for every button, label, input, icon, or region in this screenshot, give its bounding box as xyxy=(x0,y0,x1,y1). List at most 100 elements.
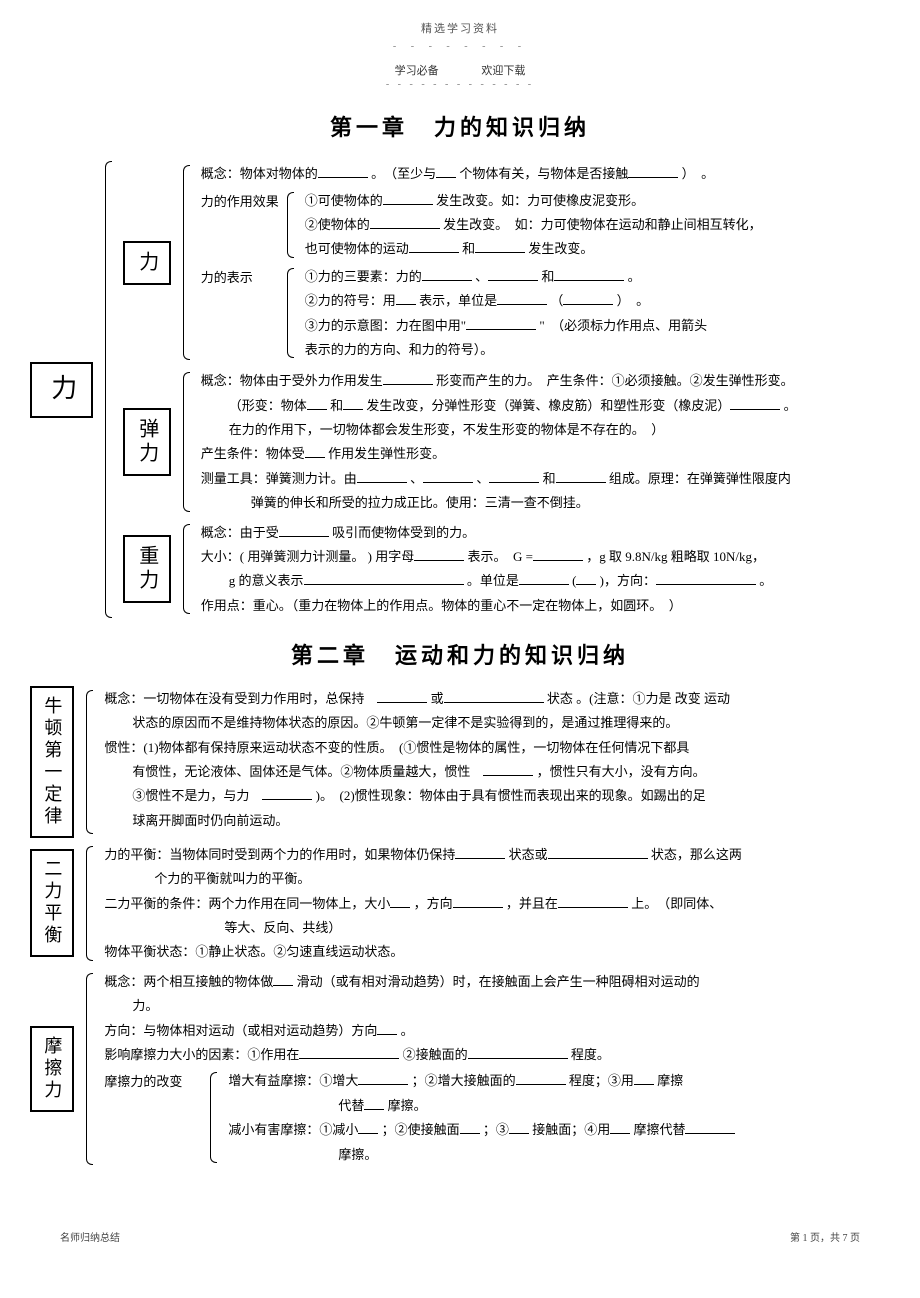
text: 摩擦。 xyxy=(388,1098,427,1113)
text: 和 xyxy=(541,269,554,284)
text: 滑动（或有相对滑动趋势）时，在接触面上会产生一种阻碍相对运动的 xyxy=(297,974,700,989)
text: 和 xyxy=(330,398,343,413)
effect-l3: 也可使物体的运动 和 发生改变。 xyxy=(305,237,890,260)
brace xyxy=(206,1068,220,1167)
text: 发生改变。如：力可使橡皮泥变形。 xyxy=(436,193,644,208)
text: 表示。 G = xyxy=(467,549,532,564)
text: 程度；③用 xyxy=(569,1073,634,1088)
brace xyxy=(283,264,297,363)
text: ；②使接触面 xyxy=(382,1122,460,1137)
brace xyxy=(179,368,193,515)
friction-inc1: 增大有益摩擦：①增大 ；②增大接触面的 程度；③用 摩擦 xyxy=(228,1069,890,1092)
brace xyxy=(82,969,96,1169)
brace xyxy=(179,161,193,364)
repr-l2: ②力的符号：用 表示，单位是 （ ） 。 xyxy=(305,289,890,312)
text: 个物体有关，与物体是否接触 xyxy=(459,166,628,181)
balance-l3: 二力平衡的条件：两个力作用在同一物体上，大小 ，方向 ，并且在 上。 （即同体、 xyxy=(104,892,890,915)
text: ；②增大接触面的 xyxy=(412,1073,516,1088)
text: 影响摩擦力大小的因素：①作用在 xyxy=(104,1047,299,1062)
text: 发生改变，分弹性形变（弹簧、橡皮筋）和塑性形变（橡皮泥） xyxy=(366,398,730,413)
gravity-l4: 作用点：重心。（重力在物体上的作用点。物体的重心不一定在物体上，如圆环。 ） xyxy=(201,594,890,617)
brace xyxy=(283,188,297,262)
text: 表示，单位是 xyxy=(419,293,497,308)
text: ，方向 xyxy=(414,896,453,911)
text: ③惯性不是力，与力 xyxy=(132,788,262,803)
chapter1-title: 第一章 力的知识归纳 xyxy=(30,108,890,148)
brace xyxy=(82,842,96,965)
newton-l1: 概念：一切物体在没有受到力作用时，总保持 或 状态 。(注意：①力是 改变 运动 xyxy=(104,687,890,710)
elastic-l1: 概念：物体由于受外力作用发生 形变而产生的力。 产生条件：①必须接触。②发生弹性… xyxy=(201,369,890,392)
text: 和 xyxy=(462,241,475,256)
text: 也可使物体的运动 xyxy=(305,241,409,256)
repr-l4: 表示的力的方向、和力的符号）。 xyxy=(305,338,890,361)
text: 状态 。(注意：①力是 改变 运动 xyxy=(547,691,730,706)
text: )。 (2)惯性现象：物体由于具有惯性而表现出来的现象。如踢出的足 xyxy=(316,788,706,803)
gravity-l2: 大小：( 用弹簧测力计测量。 ) 用字母 表示。 G = ，g 取 9.8N/k… xyxy=(201,545,890,568)
text: 上。 （即同体、 xyxy=(631,896,722,911)
text: 方向：与物体相对运动（或相对运动趋势）方向 xyxy=(104,1023,377,1038)
footer-right: 第 1 页，共 7 页 xyxy=(790,1230,860,1248)
friction-dec1: 减小有害摩擦：①减小 ；②使接触面 ；③ 接触面；④用 摩擦代替 xyxy=(228,1118,890,1141)
dash-underline: - - - - - - - - - - - - - xyxy=(30,76,890,94)
text: 程度。 xyxy=(571,1047,610,1062)
elastic-l2: （形变：物体 和 发生改变，分弹性形变（弹簧、橡皮筋）和塑性形变（橡皮泥） 。 xyxy=(201,394,890,417)
text: 。 xyxy=(759,573,772,588)
text: " （必须标力作用点、用箭头 xyxy=(539,318,707,333)
text: 状态或 xyxy=(509,847,548,862)
elastic-l3: 在力的作用下，一切物体都会发生形变，不发生形变的物体是不存在的。 ） xyxy=(201,418,890,441)
chapter2-title: 第二章 运动和力的知识归纳 xyxy=(30,636,890,676)
text: )，方向： xyxy=(600,573,656,588)
gravity-label: 重力 xyxy=(123,535,171,603)
text: 产生条件：物体受 xyxy=(201,446,305,461)
gravity-l3: g 的意义表示 。单位是 ( )，方向： 。 xyxy=(201,569,890,592)
balance-l4: 等大、反向、共线） xyxy=(104,916,890,939)
text: 、 xyxy=(476,471,489,486)
text: ） 。 xyxy=(682,166,715,181)
text: 组成。原理：在弹簧弹性限度内 xyxy=(609,471,791,486)
text: ，惯性只有大小，没有方向。 xyxy=(537,764,706,779)
newton-l6: 球离开脚面时仍向前运动。 xyxy=(104,809,890,832)
text: 形变而产生的力。 产生条件：①必须接触。②发生弹性形变。 xyxy=(436,373,794,388)
text: 概念：物体对物体的 xyxy=(201,166,318,181)
balance-l2: 个力的平衡就叫力的平衡。 xyxy=(104,867,890,890)
repr-l1: ①力的三要素：力的 、 和 。 xyxy=(305,265,890,288)
text: 概念：由于受 xyxy=(201,525,279,540)
newton-l4: 有惯性，无论液体、固体还是气体。②物体质量越大，惯性 ，惯性只有大小，没有方向。 xyxy=(104,760,890,783)
text: 接触面；④用 xyxy=(532,1122,610,1137)
text: 测量工具：弹簧测力计。由 xyxy=(201,471,357,486)
text: ） 。 xyxy=(617,293,650,308)
text: ①可使物体的 xyxy=(305,193,383,208)
text: 。 xyxy=(628,269,641,284)
friction-l3: 方向：与物体相对运动（或相对运动趋势）方向 。 xyxy=(104,1019,890,1042)
text: 、 xyxy=(410,471,423,486)
text: （形变：物体 xyxy=(229,398,307,413)
text: 概念：两个相互接触的物体做 xyxy=(104,974,273,989)
text: 。单位是 xyxy=(467,573,519,588)
text: 力的平衡：当物体同时受到两个力的作用时，如果物体仍保持 xyxy=(104,847,455,862)
text: 发生改变。 xyxy=(528,241,593,256)
elastic-l6: 弹簧的伸长和所受的拉力成正比。使用：三清一查不倒挂。 xyxy=(201,491,890,514)
effect-label: 力的作用效果 xyxy=(201,188,281,262)
text: 摩擦 xyxy=(657,1073,683,1088)
friction-l4: 影响摩擦力大小的因素：①作用在 ②接触面的 程度。 xyxy=(104,1043,890,1066)
text: ②使物体的 xyxy=(305,217,370,232)
balance-label: 二力平衡 xyxy=(30,849,74,957)
gravity-l1: 概念：由于受 吸引而使物体受到的力。 xyxy=(201,521,890,544)
text: ，g 取 9.8N/kg 粗略取 10N/kg， xyxy=(586,549,765,564)
repr-l3: ③力的示意图：力在图中用" " （必须标力作用点、用箭头 xyxy=(305,314,890,337)
text: 。 （至少与 xyxy=(371,166,436,181)
text: 有惯性，无论液体、固体还是气体。②物体质量越大，惯性 xyxy=(132,764,483,779)
text: 减小有害摩擦：①减小 xyxy=(228,1122,358,1137)
text: 二力平衡的条件：两个力作用在同一物体上，大小 xyxy=(104,896,390,911)
friction-l1: 概念：两个相互接触的物体做 滑动（或有相对滑动趋势）时，在接触面上会产生一种阻碍… xyxy=(104,970,890,993)
effect-l1: ①可使物体的 发生改变。如：力可使橡皮泥变形。 xyxy=(305,189,890,212)
brace xyxy=(101,157,115,622)
text: 状态，那么这两 xyxy=(651,847,742,862)
repr-label: 力的表示 xyxy=(201,264,281,363)
text: 增大有益摩擦：①增大 xyxy=(228,1073,358,1088)
elastic-label: 弹力 xyxy=(123,408,171,476)
friction-change-label: 摩擦力的改变 xyxy=(104,1068,204,1167)
text: 代替 xyxy=(338,1098,364,1113)
text: 发生改变。 如：力可使物体在运动和静止间相互转化， xyxy=(443,217,762,232)
sub-right: 欢迎下载 xyxy=(481,65,525,77)
